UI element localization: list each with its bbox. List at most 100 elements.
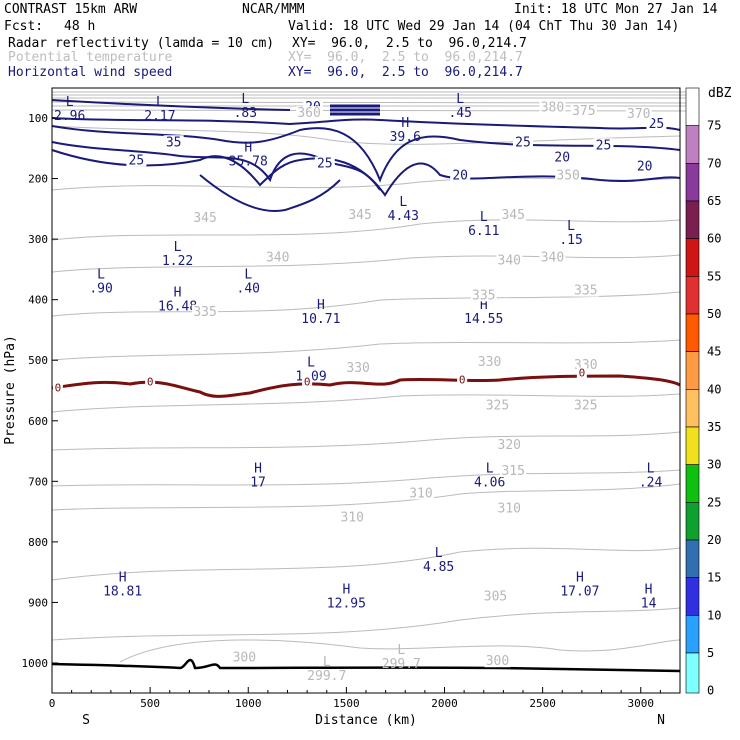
wind-extremum-value: 14.55: [464, 312, 503, 327]
y-tick-label: 300: [28, 233, 48, 246]
org-label: NCAR/MMM: [242, 2, 305, 17]
field-theta-name: Potential temperature: [8, 50, 173, 65]
zero-label-bg: [52, 382, 63, 394]
theta-contour-label: 310: [498, 502, 521, 517]
wind-contour-label-bg: [450, 168, 471, 182]
south-end-label: S: [82, 713, 90, 728]
field-wind-name: Horizontal wind speed: [8, 65, 173, 80]
theta-contour-label-bg: [192, 210, 219, 224]
wind-extremum-value: 10.71: [301, 312, 340, 327]
theta-contour-label-bg: [572, 283, 599, 297]
colorbar-box: [685, 539, 700, 578]
theta-contour-label: 345: [193, 211, 216, 226]
theta-contour-label: 300: [486, 654, 509, 669]
x-tick-label: 1000: [235, 697, 262, 710]
x-tick-label: 2000: [431, 697, 458, 710]
colorbar-level: 45: [707, 345, 721, 359]
x-tick-label: 500: [140, 697, 160, 710]
colorbar-box: [685, 577, 700, 616]
colorbar-level: 10: [707, 608, 721, 622]
theta-contour-label: 360: [297, 106, 320, 121]
theta-contour-label-bg: [539, 250, 566, 264]
theta-contour-label-bg: [231, 650, 258, 664]
wind-extremum-value: .15: [559, 233, 582, 248]
wind-contour-label: 35: [166, 135, 182, 150]
zero-label-bg: [145, 376, 156, 388]
model-title: CONTRAST 15km ARW: [4, 2, 138, 17]
theta-contour-label-bg: [264, 250, 291, 264]
y-tick-label: 600: [28, 415, 48, 428]
x-axis-label: Distance (km): [315, 713, 417, 728]
theta-contour-label-bg: [555, 168, 582, 182]
y-tick-label: 400: [28, 294, 48, 307]
theta-contour-label: 340: [266, 250, 289, 265]
wind-extremum-value: 18.81: [103, 584, 142, 599]
wind-extremum-type: L: [307, 355, 315, 370]
field-wind-xy: XY= 96.0, 2.5 to 96.0,214.7: [288, 65, 523, 80]
field-reflectivity-xy: XY= 96.0, 2.5 to 96.0,214.7: [292, 36, 527, 51]
wind-extremum-value: 6.11: [468, 224, 499, 239]
colorbar-level: 15: [707, 571, 721, 585]
fcst-label: Fcst:: [4, 19, 44, 34]
wind-extremum-type: L: [241, 92, 249, 107]
theta-contour-label: 380: [541, 101, 564, 116]
wind-extremum-type: L: [156, 95, 164, 110]
wind-extremum-value: 4.85: [423, 560, 454, 575]
wind-extremum-value: 2.96: [54, 109, 85, 124]
wind-contour-label-bg: [552, 150, 573, 164]
theta-contour-label: 335: [472, 288, 495, 303]
theta-contour-label: 310: [341, 511, 364, 526]
y-tick-label: 900: [28, 596, 48, 609]
colorbar-level: 25: [707, 495, 721, 509]
theta-contour-label-bg: [296, 106, 323, 120]
wind-extremum-type: L: [480, 210, 488, 225]
x-tick-label: 3000: [628, 697, 655, 710]
zero-degree-line: [51, 374, 681, 398]
colorbar-unit: dBZ: [708, 86, 732, 101]
wind-extremum-value: 14: [641, 596, 657, 611]
colorbar-box: [685, 502, 700, 541]
colorbar-box: [685, 389, 700, 428]
y-tick-label: 800: [28, 536, 48, 549]
colorbar-box: [685, 238, 700, 277]
theta-contour-label-bg: [570, 103, 597, 117]
wind-extremum-type: L: [399, 195, 407, 210]
theta-contour-label: 325: [574, 399, 597, 414]
field-theta-xy: XY= 96.0, 2.5 to 96.0,214.7: [288, 50, 523, 65]
wind-extremum-value: 35.78: [229, 154, 268, 169]
wind-contour-label: 25: [515, 135, 531, 150]
theta-contour-label-bg: [484, 398, 511, 412]
colorbar-level: 50: [707, 307, 721, 321]
colorbar-box: [685, 464, 700, 503]
colorbar-box: [685, 276, 700, 315]
colorbar-level: 75: [707, 119, 721, 133]
zero-contour-label: 0: [459, 374, 466, 387]
colorbar-level: 70: [707, 156, 721, 170]
wind-extremum-type: H: [254, 461, 262, 476]
wind-extremum-value: 39.6: [390, 130, 421, 145]
theta-contour-label: 325: [486, 399, 509, 414]
wind-extremum-value: 4.06: [474, 475, 505, 490]
wind-contour-label: 20: [554, 150, 570, 165]
wind-extremum-value: 1.22: [162, 254, 193, 269]
wind-extremum-type: H: [244, 140, 252, 155]
wind-contour-label-bg: [593, 138, 614, 152]
theta-contour-label: 375: [572, 104, 595, 119]
theta-contour-label-bg: [500, 464, 527, 478]
theta-contour-label: 310: [409, 486, 432, 501]
colorbar-level: 5: [707, 646, 714, 660]
theta-contour-label-bg: [500, 207, 527, 221]
x-tick-label: 0: [49, 697, 56, 710]
wind-contour-label-bg: [646, 117, 667, 131]
y-tick-label: 1000: [22, 657, 49, 670]
zero-label-bg: [302, 376, 313, 388]
theta-contour-label: 330: [478, 355, 501, 370]
theta-extremum-type: L: [323, 655, 331, 670]
init-time: Init: 18 UTC Mon 27 Jan 14: [514, 2, 718, 17]
colorbar-box: [685, 426, 700, 465]
colorbar-box: [685, 615, 700, 654]
terrain-surface: [51, 658, 681, 673]
wind-contour-label: 20: [452, 169, 468, 184]
wind-extremum-value: 2.17: [144, 109, 175, 124]
wind-extremum-value: 12.95: [327, 596, 366, 611]
